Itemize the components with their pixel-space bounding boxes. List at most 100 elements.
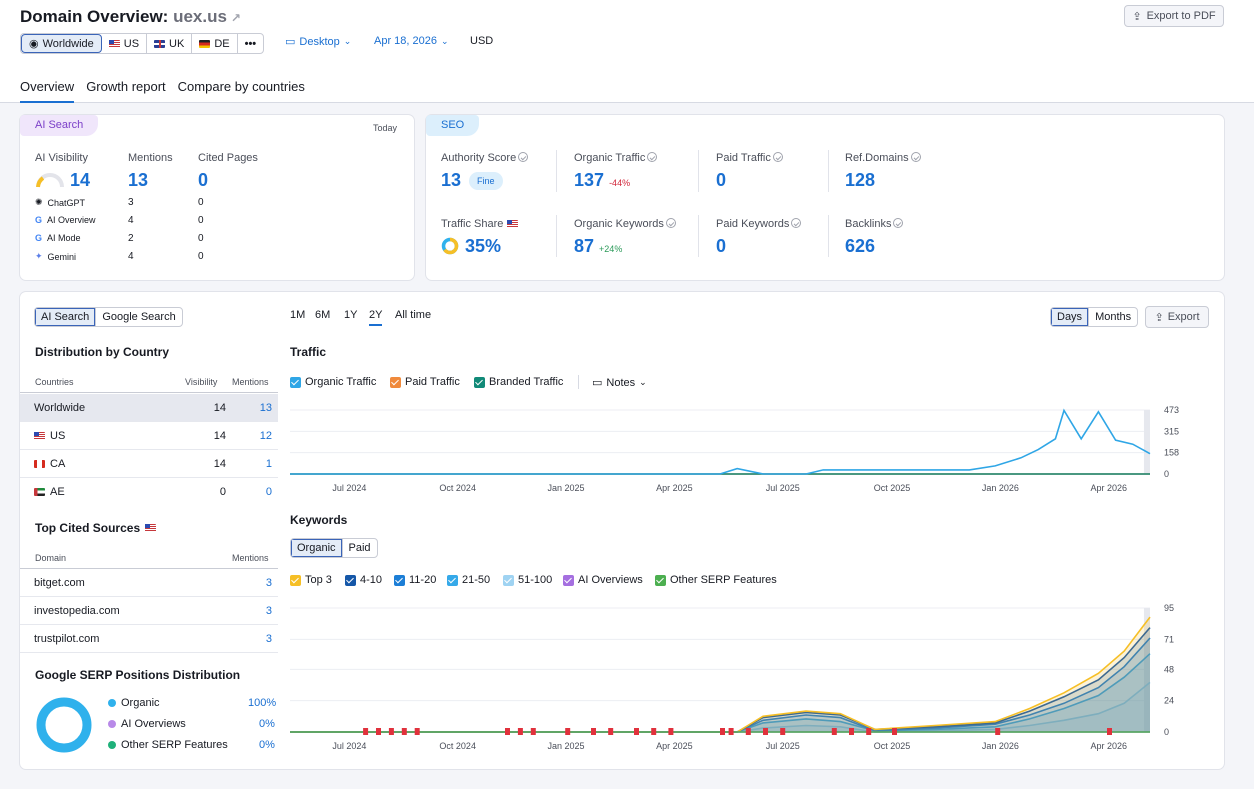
tab-overview[interactable]: Overview — [20, 79, 75, 103]
info-icon[interactable] — [647, 152, 658, 162]
country-visibility: 14 — [213, 429, 226, 442]
country-row[interactable]: CA 14 1 — [20, 450, 278, 478]
toggle-organic[interactable]: Organic — [291, 539, 343, 557]
info-icon[interactable] — [893, 218, 904, 228]
db-de[interactable]: DE — [192, 34, 238, 53]
tab-compare-by-countries[interactable]: Compare by countries — [177, 79, 305, 94]
serp-feature-marker — [831, 728, 837, 735]
country-mentions[interactable]: 13 — [259, 401, 272, 414]
legend-paid-traffic[interactable]: Paid Traffic — [390, 376, 460, 388]
serp-value: 0% — [259, 718, 275, 730]
cited-mentions[interactable]: 3 — [265, 576, 272, 589]
legend-51-100[interactable]: 51-100 — [503, 574, 552, 586]
export-pdf-button[interactable]: ⇪ Export to PDF — [1124, 5, 1224, 27]
info-icon[interactable] — [665, 218, 676, 228]
country-mentions[interactable]: 12 — [259, 429, 272, 442]
legend-top3[interactable]: Top 3 — [290, 574, 332, 586]
toggle-months[interactable]: Months — [1095, 311, 1132, 323]
toggle-paid[interactable]: Paid — [348, 542, 371, 554]
checkbox-icon — [447, 574, 458, 586]
paid-keywords-value[interactable]: 0 — [716, 236, 727, 256]
ai-row-mentions[interactable]: 2 — [128, 233, 134, 244]
backlinks-value[interactable]: 626 — [845, 236, 876, 256]
metric-label: Ref.Domains — [845, 152, 909, 164]
ai-row-cited[interactable]: 0 — [198, 215, 204, 226]
legend-other-serp[interactable]: Other SERP Features — [655, 574, 777, 586]
ref-domains-value[interactable]: 128 — [845, 170, 876, 190]
ai-row-cited[interactable]: 0 — [198, 233, 204, 244]
ai-row-cited[interactable]: 0 — [198, 251, 204, 262]
series-line — [290, 637, 1151, 733]
ai-row-mentions[interactable]: 4 — [128, 251, 134, 262]
legend-21-50[interactable]: 21-50 — [447, 574, 490, 586]
country-row[interactable]: Worldwide 14 13 — [20, 394, 278, 422]
tab-growth-report[interactable]: Growth report — [86, 79, 166, 94]
cited-row[interactable]: trustpilot.com 3 — [20, 625, 278, 653]
series-line — [290, 408, 1151, 475]
cited-row[interactable]: bitget.com 3 — [20, 569, 278, 597]
period-6m[interactable]: 6M — [315, 309, 331, 321]
legend-organic-traffic[interactable]: Organic Traffic — [290, 376, 376, 388]
more-databases-button[interactable]: ••• — [238, 34, 264, 53]
divider — [556, 215, 557, 257]
legend-ai-overviews[interactable]: AI Overviews — [563, 574, 643, 586]
x-tick-label: Oct 2025 — [874, 483, 911, 493]
external-link-icon[interactable]: ↗ — [230, 11, 241, 25]
x-tick-label: Jul 2025 — [766, 741, 800, 751]
period-1y[interactable]: 1Y — [344, 309, 358, 321]
legend-11-20[interactable]: 11-20 — [394, 574, 436, 586]
cited-row[interactable]: investopedia.com 3 — [20, 597, 278, 625]
period-2y[interactable]: 2Y — [369, 309, 383, 326]
toggle-google-search[interactable]: Google Search — [102, 311, 176, 323]
period-1m[interactable]: 1M — [290, 309, 306, 321]
ai-row-mentions[interactable]: 4 — [128, 215, 134, 226]
legend-branded-traffic[interactable]: Branded Traffic — [474, 376, 563, 388]
cited-domain[interactable]: trustpilot.com — [34, 632, 100, 645]
country-mentions[interactable]: 0 — [265, 486, 272, 498]
toggle-days[interactable]: Days — [1051, 308, 1090, 326]
paid-traffic-value[interactable]: 0 — [716, 170, 727, 190]
country-row[interactable]: AE 0 0 — [20, 478, 278, 506]
db-worldwide[interactable]: ◉ Worldwide — [21, 34, 102, 53]
ai-row-cited[interactable]: 0 — [198, 197, 204, 208]
country-mentions[interactable]: 1 — [265, 457, 272, 470]
series-area — [290, 638, 1150, 732]
title-prefix: Domain Overview: — [20, 7, 169, 26]
authority-score-value[interactable]: 13 — [441, 170, 462, 190]
cited-pages-value[interactable]: 0 — [198, 170, 209, 190]
info-icon[interactable] — [791, 218, 802, 228]
info-icon[interactable] — [910, 152, 921, 162]
serp-feature-marker — [608, 728, 614, 735]
country-row[interactable]: US 14 12 — [20, 422, 278, 450]
organic-traffic-value[interactable]: 137 — [574, 170, 605, 190]
cited-domain[interactable]: bitget.com — [34, 576, 85, 589]
toggle-ai-search[interactable]: AI Search — [35, 308, 97, 326]
y-tick-label: 24 — [1164, 696, 1174, 706]
y-tick-label: 0 — [1164, 727, 1169, 737]
country-visibility: 14 — [213, 401, 226, 414]
upload-icon: ⇪ — [1132, 10, 1142, 23]
divider — [828, 150, 829, 192]
cited-mentions[interactable]: 3 — [265, 604, 272, 617]
notes-dropdown[interactable]: ▭ Notes ⌄ — [592, 376, 647, 390]
date-selector[interactable]: Apr 18, 2026 ⌄ — [374, 35, 449, 47]
legend-4-10[interactable]: 4-10 — [345, 574, 382, 586]
period-all-time[interactable]: All time — [395, 309, 432, 321]
ai-row-mentions[interactable]: 3 — [128, 197, 134, 208]
export-button[interactable]: ⇪ Export — [1145, 306, 1209, 328]
cited-mentions[interactable]: 3 — [265, 632, 272, 645]
mentions-value[interactable]: 13 — [128, 170, 149, 190]
info-icon[interactable] — [518, 152, 529, 162]
db-uk[interactable]: UK — [147, 34, 193, 53]
country-name: Worldwide — [34, 401, 86, 414]
db-us[interactable]: US — [102, 34, 148, 53]
device-selector[interactable]: ▭ Desktop ⌄ — [285, 35, 351, 49]
info-icon[interactable] — [772, 152, 783, 162]
organic-keywords-value[interactable]: 87 — [574, 236, 595, 256]
traffic-share-value: 35% — [465, 236, 502, 256]
top-cited-title: Top Cited Sources — [35, 521, 157, 535]
metric-label: Paid Keywords — [716, 218, 790, 230]
cited-domain[interactable]: investopedia.com — [34, 604, 120, 617]
metric-label: Paid Traffic — [716, 152, 771, 164]
us-flag-icon — [145, 524, 157, 532]
